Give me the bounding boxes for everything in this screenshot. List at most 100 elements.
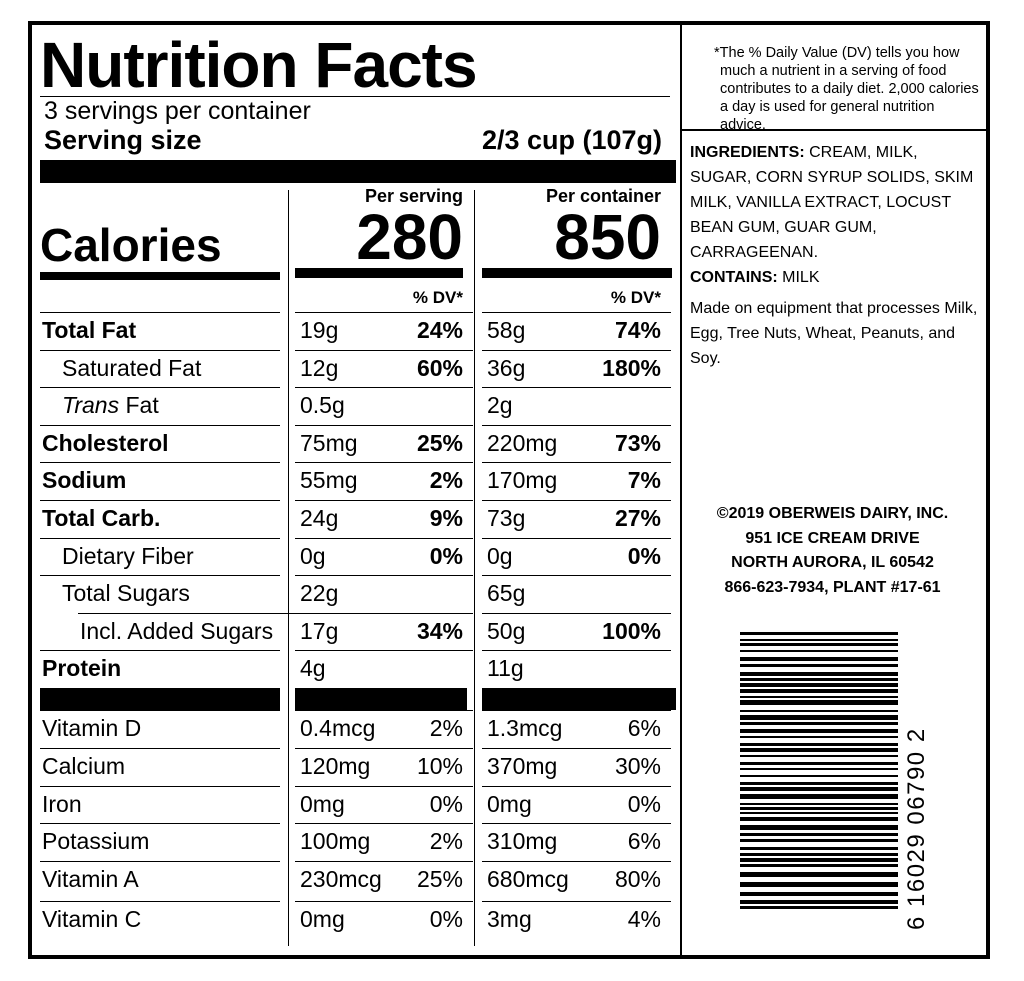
barcode: 6 16029 06790 2: [740, 632, 930, 930]
amount: 24g: [300, 505, 339, 531]
barcode-bar: [740, 639, 898, 641]
daily-value: 180%: [602, 354, 661, 381]
barcode-bar: [740, 882, 898, 887]
barcode-bar: [740, 794, 898, 799]
barcode-bar: [740, 803, 898, 805]
ingredients-block: INGREDIENTS: CREAM, MILK, SUGAR, CORN SY…: [690, 140, 980, 290]
barcode-bar: [740, 715, 898, 720]
daily-value: 0%: [627, 542, 661, 569]
barcode-bar: [740, 900, 898, 904]
daily-value: 34%: [416, 617, 463, 644]
barcode-bar: [740, 643, 898, 646]
title: Nutrition Facts: [40, 29, 478, 101]
rule: [295, 748, 473, 749]
rule: [40, 786, 280, 787]
nutrient-name: Trans Fat: [62, 392, 159, 419]
rule: [295, 462, 473, 464]
rule: [295, 424, 473, 426]
amount: 1.3mcg: [487, 715, 563, 741]
name: Vitamin D: [42, 715, 142, 741]
dv-header: % DV*: [610, 288, 661, 307]
border: [28, 21, 32, 959]
rule: [40, 901, 280, 902]
rule: [40, 312, 280, 313]
name: Vitamin A: [42, 866, 139, 892]
daily-value: 80%: [614, 866, 661, 892]
dv-header: % DV*: [412, 288, 463, 307]
rule: [482, 268, 672, 278]
barcode-bar: [740, 664, 898, 667]
barcode-bar: [740, 817, 898, 821]
rule: [295, 901, 473, 902]
rule: [295, 312, 473, 313]
barcode-bar: [740, 743, 898, 746]
barcode-bar: [740, 833, 898, 836]
amount: 0g: [300, 542, 326, 569]
daily-value: 60%: [416, 354, 463, 381]
rule: [40, 272, 280, 280]
daily-value: 2%: [429, 828, 463, 854]
amount: 100mg: [300, 828, 371, 854]
amount: 220mg: [487, 429, 558, 456]
amount: 50g: [487, 617, 526, 644]
border: [28, 21, 990, 25]
barcode-bar: [740, 782, 898, 785]
rule: [482, 500, 671, 501]
rule: [482, 462, 671, 464]
nutrient-name: Protein: [42, 655, 121, 682]
rule: [295, 387, 473, 389]
name: Calcium: [42, 753, 126, 779]
rule: [482, 901, 671, 902]
amount: 75mg: [300, 429, 358, 456]
name: Iron: [42, 791, 82, 817]
amount: 36g: [487, 354, 526, 381]
calories-label: Calories: [40, 219, 222, 271]
rule: [482, 387, 671, 389]
daily-value: 100%: [602, 617, 661, 644]
daily-value: 7%: [627, 467, 661, 494]
name: Vitamin C: [42, 906, 142, 932]
rule: [295, 688, 467, 710]
contains-label: CONTAINS:: [690, 269, 778, 286]
amount: 0.4mcg: [300, 715, 376, 741]
rule: [482, 349, 671, 351]
daily-value: 0%: [429, 791, 463, 817]
daily-value: 9%: [429, 505, 463, 531]
barcode-bar: [740, 787, 898, 791]
rule: [40, 688, 280, 710]
nutrient-name: Sodium: [42, 467, 126, 494]
rule: [295, 575, 473, 577]
calories-value: 280: [356, 201, 463, 273]
barcode-bar: [740, 906, 898, 909]
rule: [295, 650, 473, 652]
nutrient-name: Total Sugars: [62, 580, 190, 607]
amount: 12g: [300, 354, 339, 381]
amount: 4g: [300, 655, 326, 682]
name: Fat: [125, 392, 159, 419]
rule: [295, 823, 473, 824]
name-italic: Trans: [62, 392, 120, 419]
barcode-bar: [740, 729, 898, 733]
daily-value: 74%: [614, 317, 661, 343]
daily-value: 6%: [627, 715, 661, 741]
rule: [40, 500, 280, 501]
divider: [680, 21, 682, 959]
daily-value: 73%: [614, 429, 661, 456]
divider: [680, 129, 990, 131]
amount: 0.5g: [300, 392, 345, 419]
rule: [295, 612, 473, 614]
footnote: *The % Daily Value (DV) tells you how mu…: [714, 45, 979, 133]
barcode-bar: [740, 839, 898, 842]
nutrient-name: Total Carb.: [42, 505, 160, 532]
barcode-bar: [740, 632, 898, 635]
barcode-bar: [740, 650, 898, 652]
barcode-bar: [740, 762, 898, 765]
rule: [482, 537, 671, 539]
daily-value: 24%: [416, 317, 463, 343]
amount: 0g: [487, 542, 513, 569]
name: Total Sugars: [62, 580, 190, 607]
rule: [40, 748, 280, 749]
nutrient-name: Total Fat: [42, 317, 136, 344]
amount: 58g: [487, 317, 526, 343]
